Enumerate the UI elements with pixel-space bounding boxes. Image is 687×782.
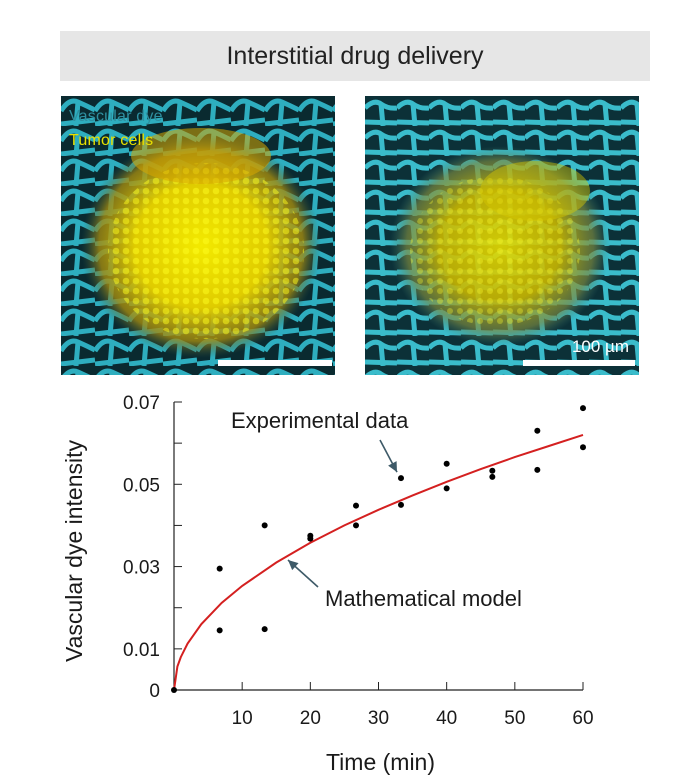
data-point <box>171 687 177 693</box>
x-tick-label: 50 <box>504 708 525 729</box>
x-tick-label: 40 <box>436 708 457 729</box>
chart-axes: 0 0.01 0.03 0.05 0.07 10 20 30 40 50 60 <box>123 393 594 729</box>
data-point <box>261 626 268 633</box>
model-curve <box>173 433 584 691</box>
data-point <box>216 627 223 634</box>
micrograph-after-image <box>365 96 639 375</box>
data-point <box>307 535 314 542</box>
data-point <box>580 405 586 412</box>
data-point <box>443 460 450 467</box>
x-tick-label: 30 <box>368 708 389 729</box>
x-tick-label: 10 <box>232 708 253 729</box>
data-point <box>261 522 268 529</box>
annotation-model: Mathematical model <box>325 586 522 611</box>
x-tick-label: 20 <box>300 708 321 729</box>
data-points <box>171 405 586 693</box>
scale-bar-right <box>523 360 635 366</box>
micrograph-before-image <box>61 96 335 375</box>
data-point <box>489 473 496 480</box>
legend-tumor-cells: Tumor cells <box>69 132 154 149</box>
micrograph-before: Vascular dye Tumor cells <box>61 96 335 375</box>
data-point <box>443 485 450 492</box>
y-tick-label: 0 <box>149 681 160 702</box>
scale-bar-label: 100 µm <box>571 337 629 356</box>
x-tick-label: 60 <box>572 708 593 729</box>
data-point <box>216 565 223 572</box>
data-point <box>397 501 404 508</box>
data-point <box>489 467 496 474</box>
page-title: Interstitial drug delivery <box>226 41 484 70</box>
data-point <box>534 466 541 473</box>
arrow-experimental <box>379 439 398 473</box>
arrow-head <box>388 461 397 473</box>
arrow-model <box>287 559 319 588</box>
annotations: Experimental data Mathematical model <box>231 408 522 611</box>
scale-bar-left <box>218 360 332 366</box>
x-axis-label: Time (min) <box>326 749 435 775</box>
data-point <box>534 427 541 434</box>
y-tick-label: 0.01 <box>123 640 160 661</box>
y-tick-label: 0.07 <box>123 393 160 414</box>
annotation-experimental: Experimental data <box>231 408 409 433</box>
legend-vascular-dye: Vascular dye <box>69 108 163 125</box>
y-tick-label: 0.03 <box>123 558 160 579</box>
data-point <box>397 475 404 482</box>
y-tick-label: 0.05 <box>123 475 160 496</box>
title-banner: Interstitial drug delivery <box>60 31 650 81</box>
y-axis-label: Vascular dye intensity <box>61 439 87 662</box>
intensity-chart: 0 0.01 0.03 0.05 0.07 10 20 30 40 50 60 Experiment… <box>61 393 594 775</box>
arrow-head <box>288 560 299 571</box>
data-point <box>353 522 360 529</box>
micrograph-after: 100 µm <box>365 96 639 375</box>
data-point <box>353 502 360 509</box>
data-point <box>580 444 586 451</box>
